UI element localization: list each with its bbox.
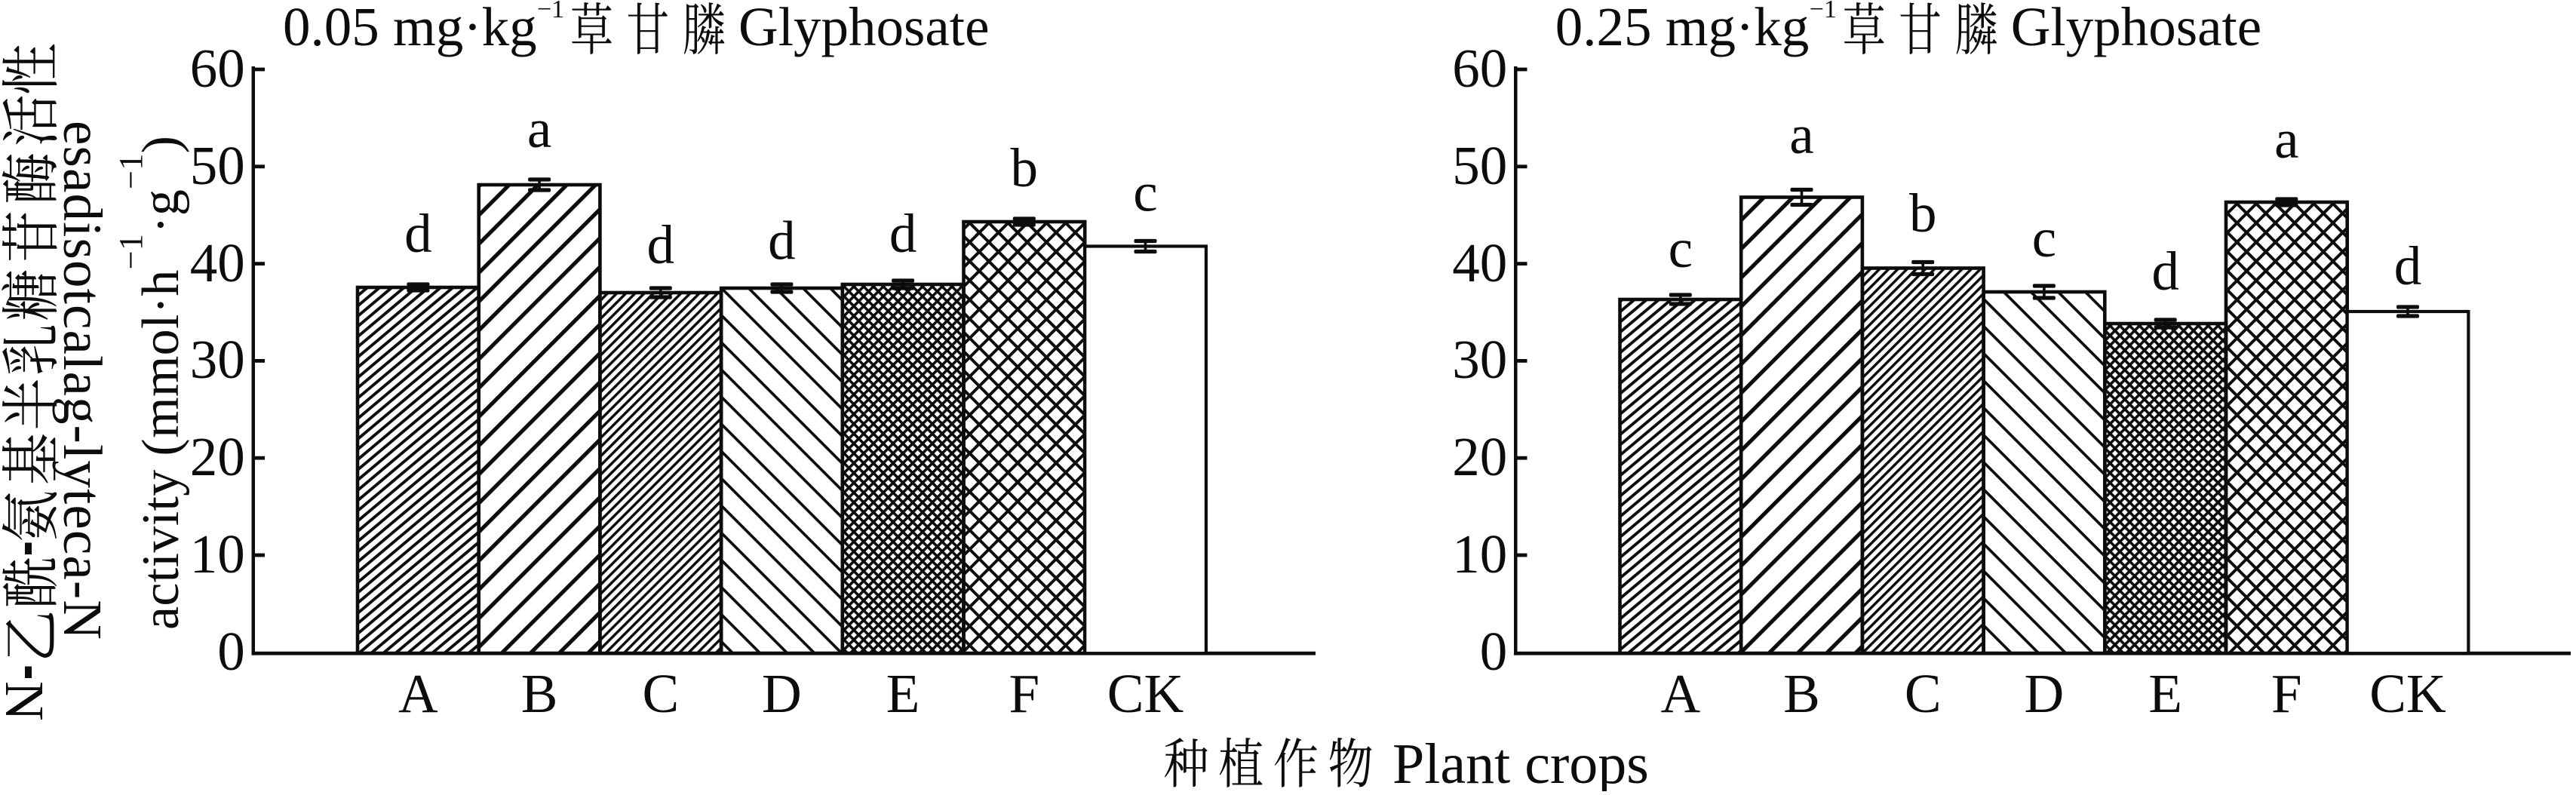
svg-text:20: 20 xyxy=(190,426,245,487)
svg-text:c: c xyxy=(1669,218,1693,279)
svg-text:60: 60 xyxy=(1452,38,1507,99)
svg-text:B: B xyxy=(521,663,558,724)
svg-text:D: D xyxy=(762,663,802,724)
svg-text:40: 40 xyxy=(1452,232,1507,293)
svg-text:CK: CK xyxy=(2369,663,2446,724)
svg-text:d: d xyxy=(768,210,796,272)
svg-text:b: b xyxy=(1011,137,1039,198)
svg-text:30: 30 xyxy=(1452,329,1507,390)
svg-text:0.05 mg·kg: 0.05 mg·kg xyxy=(283,0,537,57)
svg-text:D: D xyxy=(2025,663,2065,724)
svg-text:d: d xyxy=(889,203,917,264)
svg-text:d: d xyxy=(2394,235,2422,296)
svg-text:d: d xyxy=(2151,241,2179,302)
svg-text:A: A xyxy=(1660,663,1700,724)
svg-text:30: 30 xyxy=(190,329,245,390)
svg-text:Plant crops: Plant crops xyxy=(1392,732,1649,791)
svg-text:a: a xyxy=(1789,104,1813,165)
svg-text:Glyphosate: Glyphosate xyxy=(738,0,990,57)
svg-text:E: E xyxy=(886,663,920,724)
svg-text:F: F xyxy=(1009,663,1039,724)
svg-text:20: 20 xyxy=(1452,426,1507,487)
svg-text:−1: −1 xyxy=(537,0,564,23)
svg-text:esadisotcalag-lyteca-N: esadisotcalag-lyteca-N xyxy=(52,121,113,640)
svg-text:−1: −1 xyxy=(1810,0,1837,23)
svg-text:N: N xyxy=(0,681,55,721)
svg-text:d: d xyxy=(647,214,675,275)
svg-text:Glyphosate: Glyphosate xyxy=(2011,0,2262,57)
svg-text:a: a xyxy=(527,98,551,159)
svg-text:B: B xyxy=(1783,663,1820,724)
svg-text:0: 0 xyxy=(217,621,245,682)
svg-text:A: A xyxy=(398,663,438,724)
svg-text:60: 60 xyxy=(190,38,245,99)
svg-text:0.25 mg·kg: 0.25 mg·kg xyxy=(1555,0,1810,57)
svg-text:10: 10 xyxy=(1452,523,1507,585)
svg-text:C: C xyxy=(642,663,679,724)
svg-text:50: 50 xyxy=(1452,135,1507,196)
svg-text:b: b xyxy=(1909,183,1937,244)
svg-text:0: 0 xyxy=(1480,621,1508,682)
svg-text:10: 10 xyxy=(190,523,245,585)
svg-text:c: c xyxy=(1133,162,1157,223)
svg-text:F: F xyxy=(2271,663,2302,724)
svg-text:CK: CK xyxy=(1107,663,1184,724)
svg-text:d: d xyxy=(404,203,432,264)
svg-text:40: 40 xyxy=(190,232,245,293)
svg-text:a: a xyxy=(2274,109,2298,170)
svg-text:50: 50 xyxy=(190,135,245,196)
svg-text:c: c xyxy=(2032,207,2056,269)
svg-text:C: C xyxy=(1905,663,1942,724)
svg-text:E: E xyxy=(2148,663,2182,724)
